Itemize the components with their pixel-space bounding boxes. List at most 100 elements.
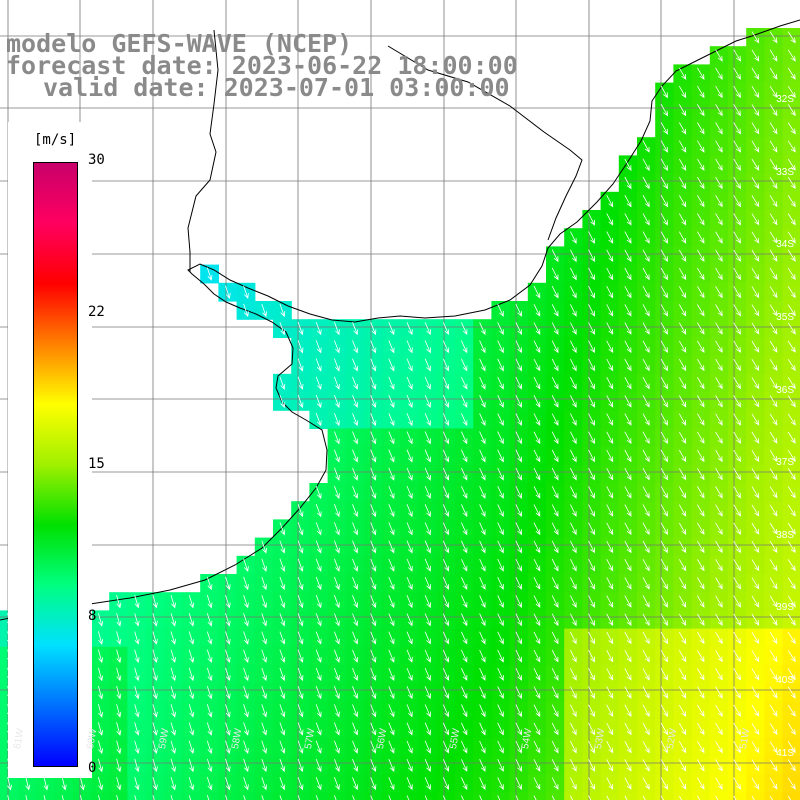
wind-arrow [551,577,559,590]
wind-arrow [715,249,723,262]
wind-arrow [624,395,632,408]
wind-arrow [170,613,176,627]
wind-arrow [606,304,614,317]
wind-arrow [697,322,705,335]
wind-arrow [733,650,741,663]
wind-arrow [624,486,632,499]
wind-arrow [388,795,392,800]
wind-arrow [461,449,468,463]
wind-arrow [206,704,213,718]
wind-arrow [515,467,522,481]
wind-arrow [370,540,377,554]
wind-arrow [642,449,650,463]
wind-arrow [697,249,705,262]
wind-arrow [751,122,760,135]
wind-cell [527,792,547,800]
wind-arrow [551,649,559,663]
wind-arrow [370,758,377,772]
wind-arrow [406,322,413,336]
wind-arrow [606,686,614,699]
wind-arrow [261,595,267,609]
wind-arrow [588,231,595,244]
wind-arrow [352,595,359,609]
wind-arrow [152,795,155,800]
wind-arrow [206,740,213,754]
wind-arrow [551,595,559,608]
wind-arrow [697,504,705,517]
wind-arrow [406,667,413,681]
wind-arrow [424,558,431,572]
wind-arrow [406,704,413,718]
wind-arrow [751,340,760,353]
wind-arrow [461,558,468,572]
wind-cell [309,792,329,800]
wind-arrow [225,685,231,700]
wind-cell [782,228,800,247]
wind-arrow [297,558,304,572]
wind-arrow [624,650,632,663]
wind-cell [709,792,729,800]
wind-arrow [134,594,140,609]
wind-cell [782,319,800,338]
wind-arrow [279,394,286,409]
wind-arrow [570,231,577,244]
wind-arrow [642,631,650,645]
wind-arrow [678,577,687,590]
forecast-date: forecast date: 2023-06-22 18:00:00 [6,51,518,80]
wind-arrow [769,595,778,608]
wind-arrow [533,777,541,790]
wind-arrow [660,522,668,536]
wind-arrow [370,686,377,700]
wind-arrow [715,759,723,772]
wind-arrow [497,395,504,408]
wind-arrow [751,304,760,317]
wind-arrow [697,176,705,190]
wind-arrow [352,722,359,736]
wind-arrow [769,486,778,499]
wind-arrow [116,631,122,645]
wind-arrow [261,558,267,572]
wind-arrow [751,85,760,98]
wind-arrow [279,740,286,754]
wind-arrow [733,559,741,572]
wind-arrow [315,485,322,500]
wind-arrow [315,777,322,791]
wind-arrow [751,759,760,772]
wind-cell [782,191,800,211]
wind-arrow [570,249,577,263]
wind-arrow [497,558,504,572]
wind-arrow [515,522,522,536]
wind-arrow [678,304,687,317]
wind-arrow [152,594,158,609]
wind-arrow [551,395,559,408]
wind-arrow [152,649,158,663]
wind-arrow [388,704,395,718]
wind-arrow [660,176,668,190]
wind-arrow [206,667,213,682]
wind-arrow [134,704,140,718]
wind-arrow [479,449,486,463]
wind-arrow [424,394,431,408]
wind-arrow [334,522,340,536]
wind-arrow [461,740,468,754]
wind-arrow [588,540,595,554]
wind-arrow [424,413,431,427]
wind-arrow [533,504,541,517]
wind-cell [36,792,56,800]
wind-arrow [751,231,760,244]
wind-arrow [588,759,595,772]
wind-arrow [551,795,555,800]
wind-arrow [497,322,504,336]
wind-arrow [533,340,541,354]
wind-arrow [642,195,650,208]
wind-arrow [370,631,377,645]
wind-arrow [570,486,577,499]
wind-arrow [715,231,723,244]
wind-arrow [188,704,195,718]
wind-arrow [479,413,486,427]
wind-arrow [697,67,705,80]
wind-arrow [733,631,741,645]
wind-arrow [116,722,122,736]
wind-arrow [678,540,687,554]
